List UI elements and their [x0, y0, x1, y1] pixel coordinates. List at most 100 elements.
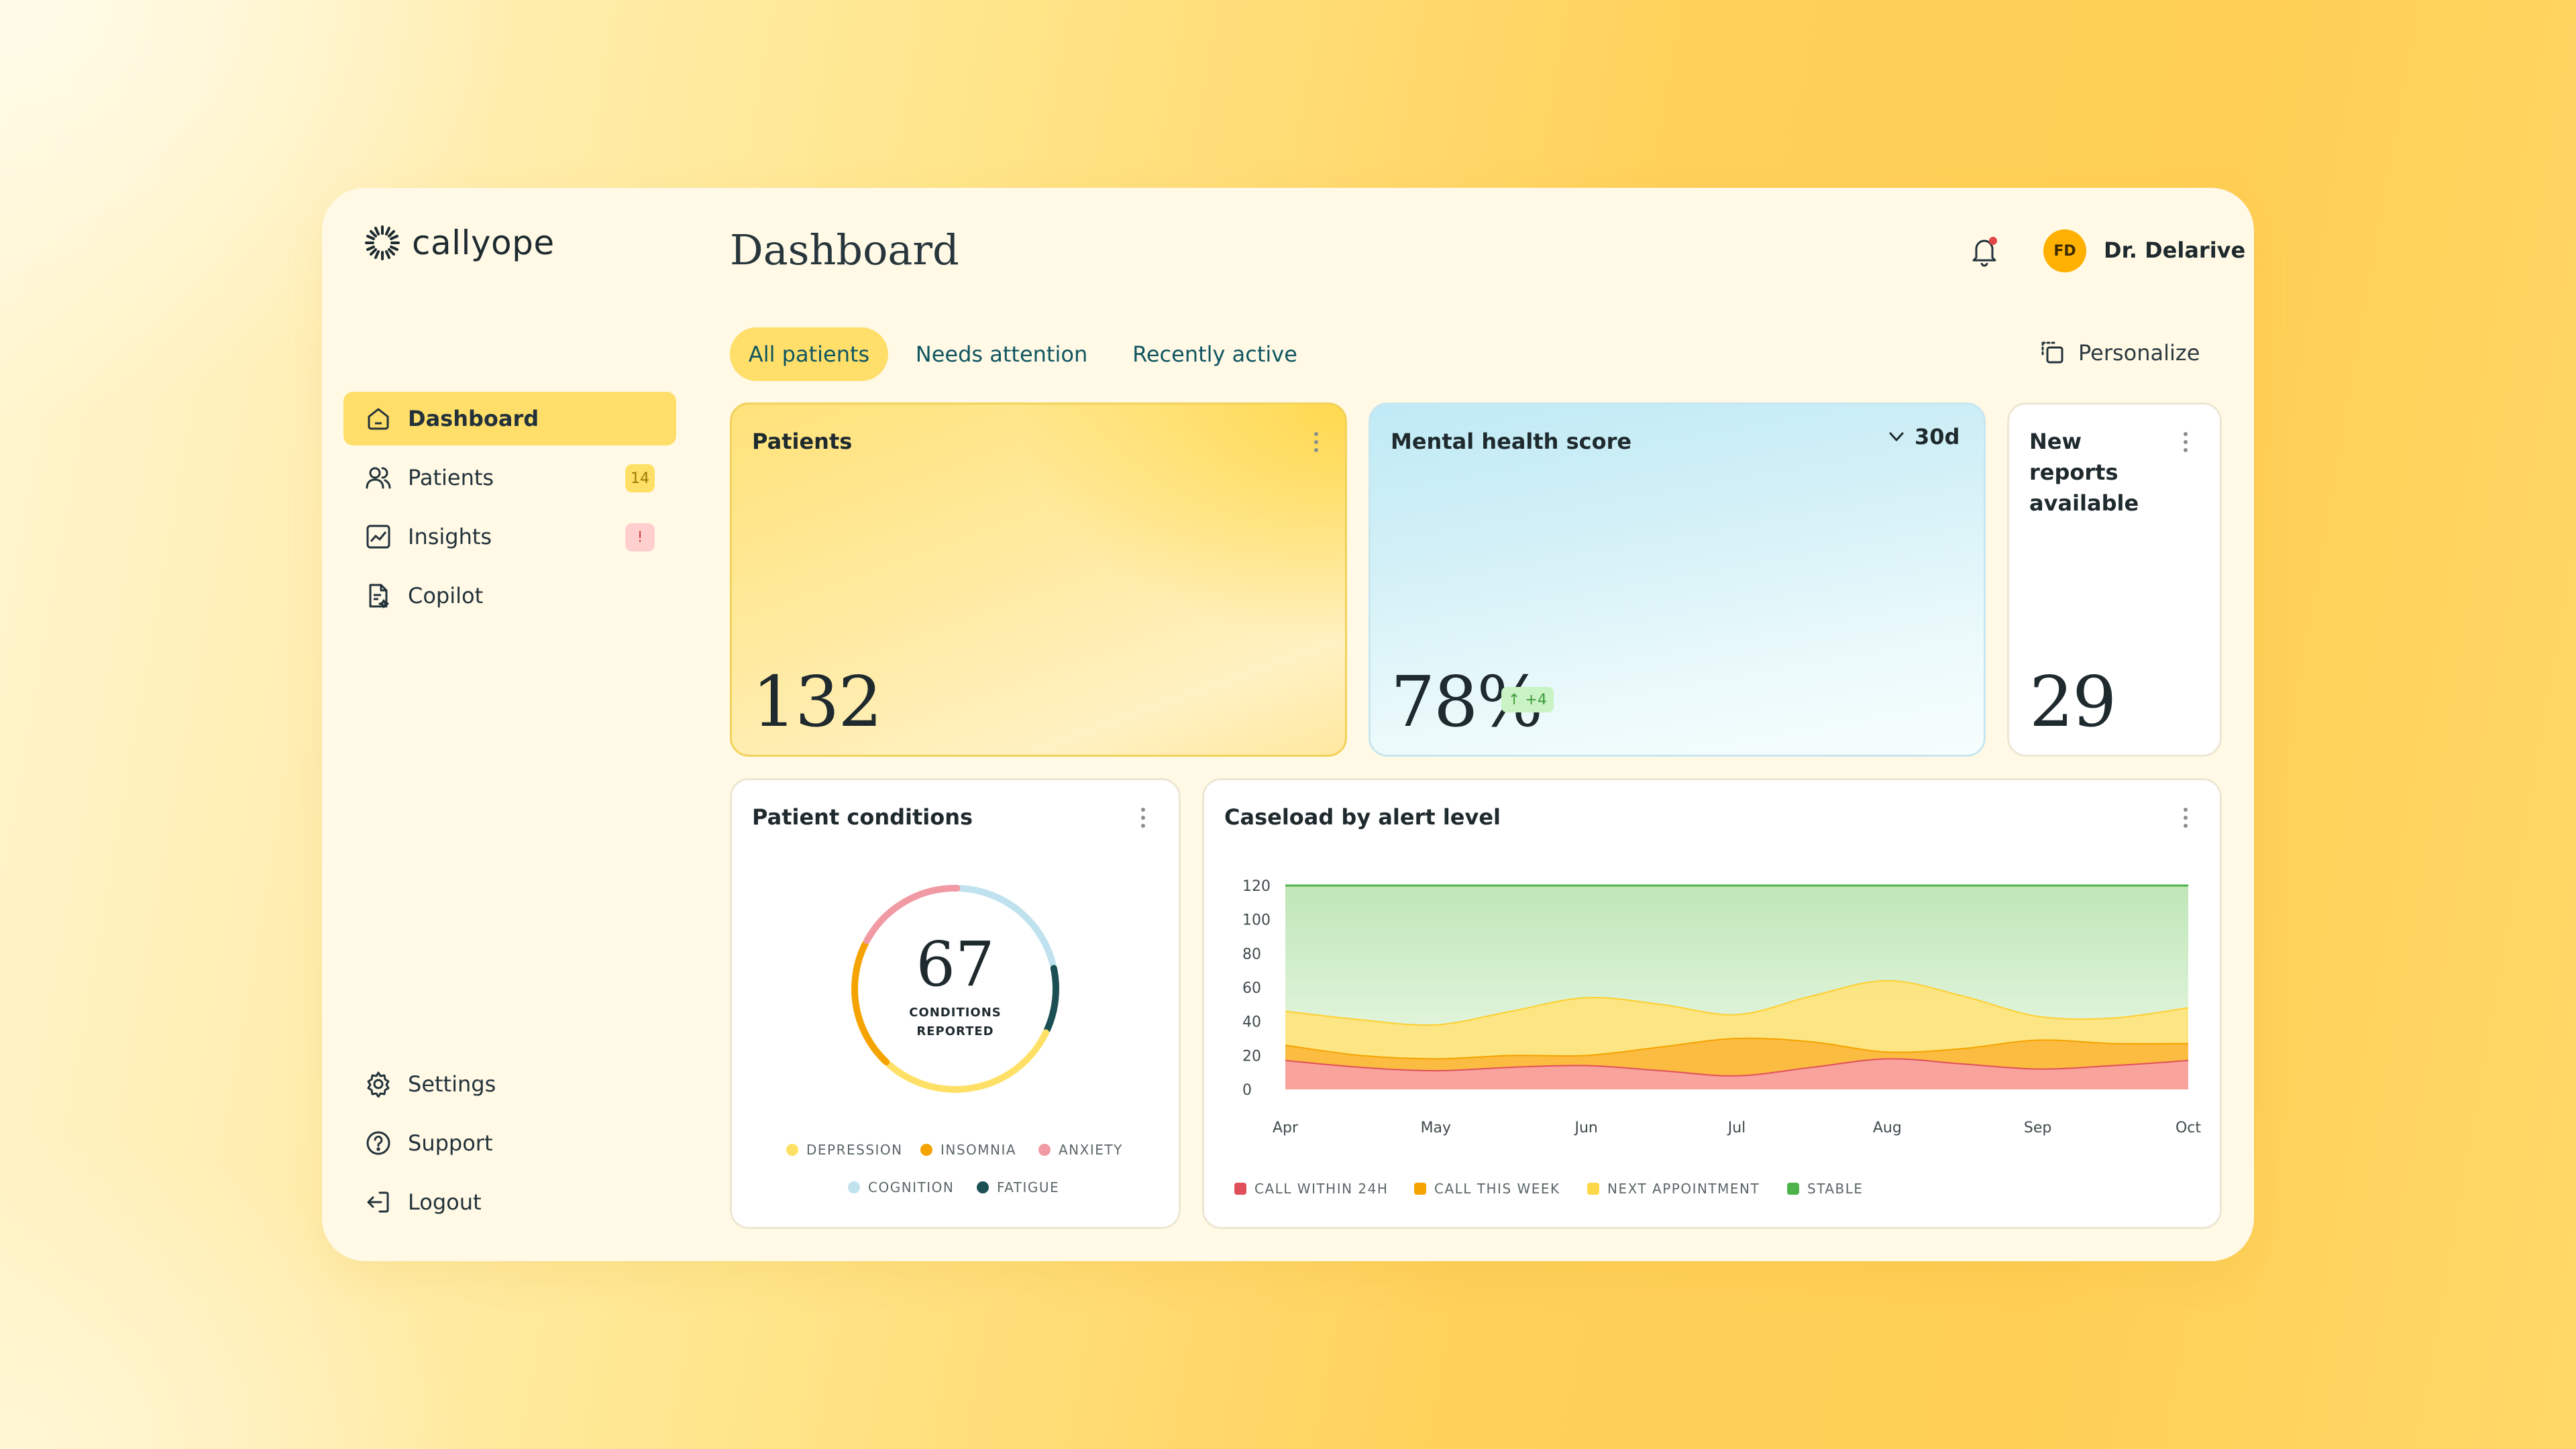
brand-name: callyope [412, 223, 555, 262]
sidebar-item-insights[interactable]: Insights ! [343, 510, 676, 564]
y-tick-label: 100 [1242, 912, 1271, 929]
sidebar-item-support[interactable]: Support [343, 1116, 676, 1170]
sidebar-item-label: Dashboard [408, 406, 539, 431]
legend-label: CALL WITHIN 24H [1254, 1181, 1389, 1197]
user-name[interactable]: Dr. Delarive [2104, 237, 2246, 263]
x-tick-label: Aug [1873, 1120, 1902, 1136]
legend-swatch [1038, 1144, 1051, 1156]
legend-call-within-24h: CALL WITHIN 24H [1234, 1181, 1388, 1197]
card-title: Mental health score [1391, 429, 1632, 454]
legend-swatch [1414, 1183, 1426, 1195]
more-options-icon[interactable] [1313, 427, 1320, 457]
y-tick-label: 80 [1242, 946, 1261, 963]
caseload-area-chart: 0 20 40 60 80 100 120 Apr May Jun Jul Aug Sep Oct [1242, 878, 2201, 1136]
sidebar-item-label: Copilot [408, 583, 484, 608]
legend-label: INSOMNIA [941, 1142, 1017, 1158]
document-icon [369, 584, 389, 608]
donut-segment-anxiety [863, 885, 961, 945]
sidebar-item-dashboard[interactable]: Dashboard [343, 392, 676, 445]
legend-swatch [1787, 1183, 1799, 1195]
card-title: Patient conditions [752, 804, 973, 830]
patients-count-badge: 14 [625, 464, 655, 492]
conditions-total: 67 [916, 928, 995, 1000]
conditions-donut-chart [851, 885, 1059, 1093]
personalize-label: Personalize [2078, 340, 2200, 366]
legend-stable: STABLE [1787, 1181, 1864, 1197]
sidebar-item-label: Settings [408, 1071, 496, 1097]
donut-segment-cognition [957, 885, 1057, 969]
area-call-within-24h [1285, 1059, 2188, 1089]
personalize-button[interactable]: Personalize [2039, 339, 2200, 366]
tab-all-patients[interactable]: All patients [730, 327, 888, 381]
legend-swatch [1587, 1183, 1599, 1195]
tab-recently-active[interactable]: Recently active [1132, 341, 1297, 367]
help-icon [366, 1131, 390, 1155]
legend-label: DEPRESSION [806, 1142, 903, 1158]
legend-call-this-week: CALL THIS WEEK [1414, 1181, 1560, 1197]
sidebar-item-patients[interactable]: Patients 14 [343, 451, 676, 504]
legend-swatch [848, 1181, 860, 1193]
x-tick-label: Apr [1273, 1120, 1299, 1136]
users-icon [366, 467, 391, 489]
sidebar-item-label: Support [408, 1130, 493, 1156]
legend-depression: DEPRESSION [786, 1142, 903, 1158]
callyope-logo-icon [365, 225, 400, 260]
y-tick-label: 0 [1242, 1082, 1252, 1099]
card-title: Caseload by alert level [1224, 804, 1501, 830]
period-dropdown[interactable]: 30d [1886, 424, 1960, 449]
patients-card[interactable]: Patients 132 [730, 402, 1347, 757]
y-tick-label: 20 [1242, 1048, 1261, 1065]
legend-label: STABLE [1807, 1181, 1864, 1197]
y-tick-label: 120 [1242, 878, 1271, 895]
x-tick-label: Sep [2024, 1120, 2051, 1136]
sidebar-item-label: Insights [408, 524, 492, 549]
legend-label: NEXT APPOINTMENT [1607, 1181, 1760, 1197]
more-options-icon[interactable] [2182, 803, 2189, 833]
home-icon [368, 408, 389, 430]
legend-anxiety: ANXIETY [1038, 1142, 1123, 1158]
gear-icon [367, 1071, 390, 1097]
tab-needs-attention[interactable]: Needs attention [915, 341, 1088, 367]
avatar[interactable]: FD [2043, 229, 2086, 272]
mental-health-card[interactable]: Mental health score 78% [1368, 402, 1986, 757]
x-tick-label: Jul [1727, 1120, 1746, 1136]
sidebar-item-settings[interactable]: Settings [343, 1057, 676, 1111]
notification-bell-icon[interactable] [1970, 235, 1999, 267]
legend-swatch [977, 1181, 989, 1193]
line-next-appointment [1285, 979, 2189, 1026]
personalize-icon [2041, 341, 2063, 364]
legend-swatch [786, 1144, 798, 1156]
legend-label: FATIGUE [997, 1179, 1060, 1195]
legend-cognition: COGNITION [848, 1179, 954, 1195]
legend-next-appointment: NEXT APPOINTMENT [1587, 1181, 1760, 1197]
sidebar-item-label: Patients [408, 465, 494, 490]
logout-icon [367, 1191, 389, 1213]
legend-fatigue: FATIGUE [977, 1179, 1059, 1195]
sidebar-item-copilot[interactable]: Copilot [343, 569, 676, 623]
page-title: Dashboard [730, 225, 959, 274]
sidebar-item-logout[interactable]: Logout [343, 1175, 676, 1229]
chevron-down-icon [1889, 432, 1904, 441]
insights-alert-badge: ! [625, 523, 655, 551]
more-options-icon[interactable] [2182, 427, 2189, 457]
legend-swatch [1234, 1183, 1246, 1195]
legend-insomnia: INSOMNIA [920, 1142, 1016, 1158]
more-options-icon[interactable] [1140, 803, 1146, 833]
conditions-card[interactable]: Patient conditions [730, 778, 1181, 1229]
brand-logo[interactable]: callyope [362, 223, 555, 263]
y-tick-label: 60 [1242, 980, 1261, 997]
x-tick-label: Oct [2176, 1120, 2201, 1136]
donut-segment-insomnia [851, 941, 890, 1066]
card-title: New reports available [2029, 429, 2139, 516]
card-title: Patients [752, 429, 853, 454]
sidebar-item-label: Logout [408, 1189, 482, 1215]
line-call-this-week [1285, 1037, 2189, 1060]
donut-segment-fatigue [1044, 965, 1059, 1033]
x-tick-label: Jun [1573, 1120, 1597, 1136]
delta-badge: ↑ +4 [1501, 687, 1554, 712]
donut-segment-depression [885, 1029, 1050, 1093]
reports-count: 29 [2029, 661, 2116, 743]
y-tick-label: 40 [1242, 1014, 1261, 1031]
reports-card[interactable]: New reports available 29 [2007, 402, 2222, 757]
conditions-total-label: CONDITIONS REPORTED [909, 1006, 1002, 1038]
